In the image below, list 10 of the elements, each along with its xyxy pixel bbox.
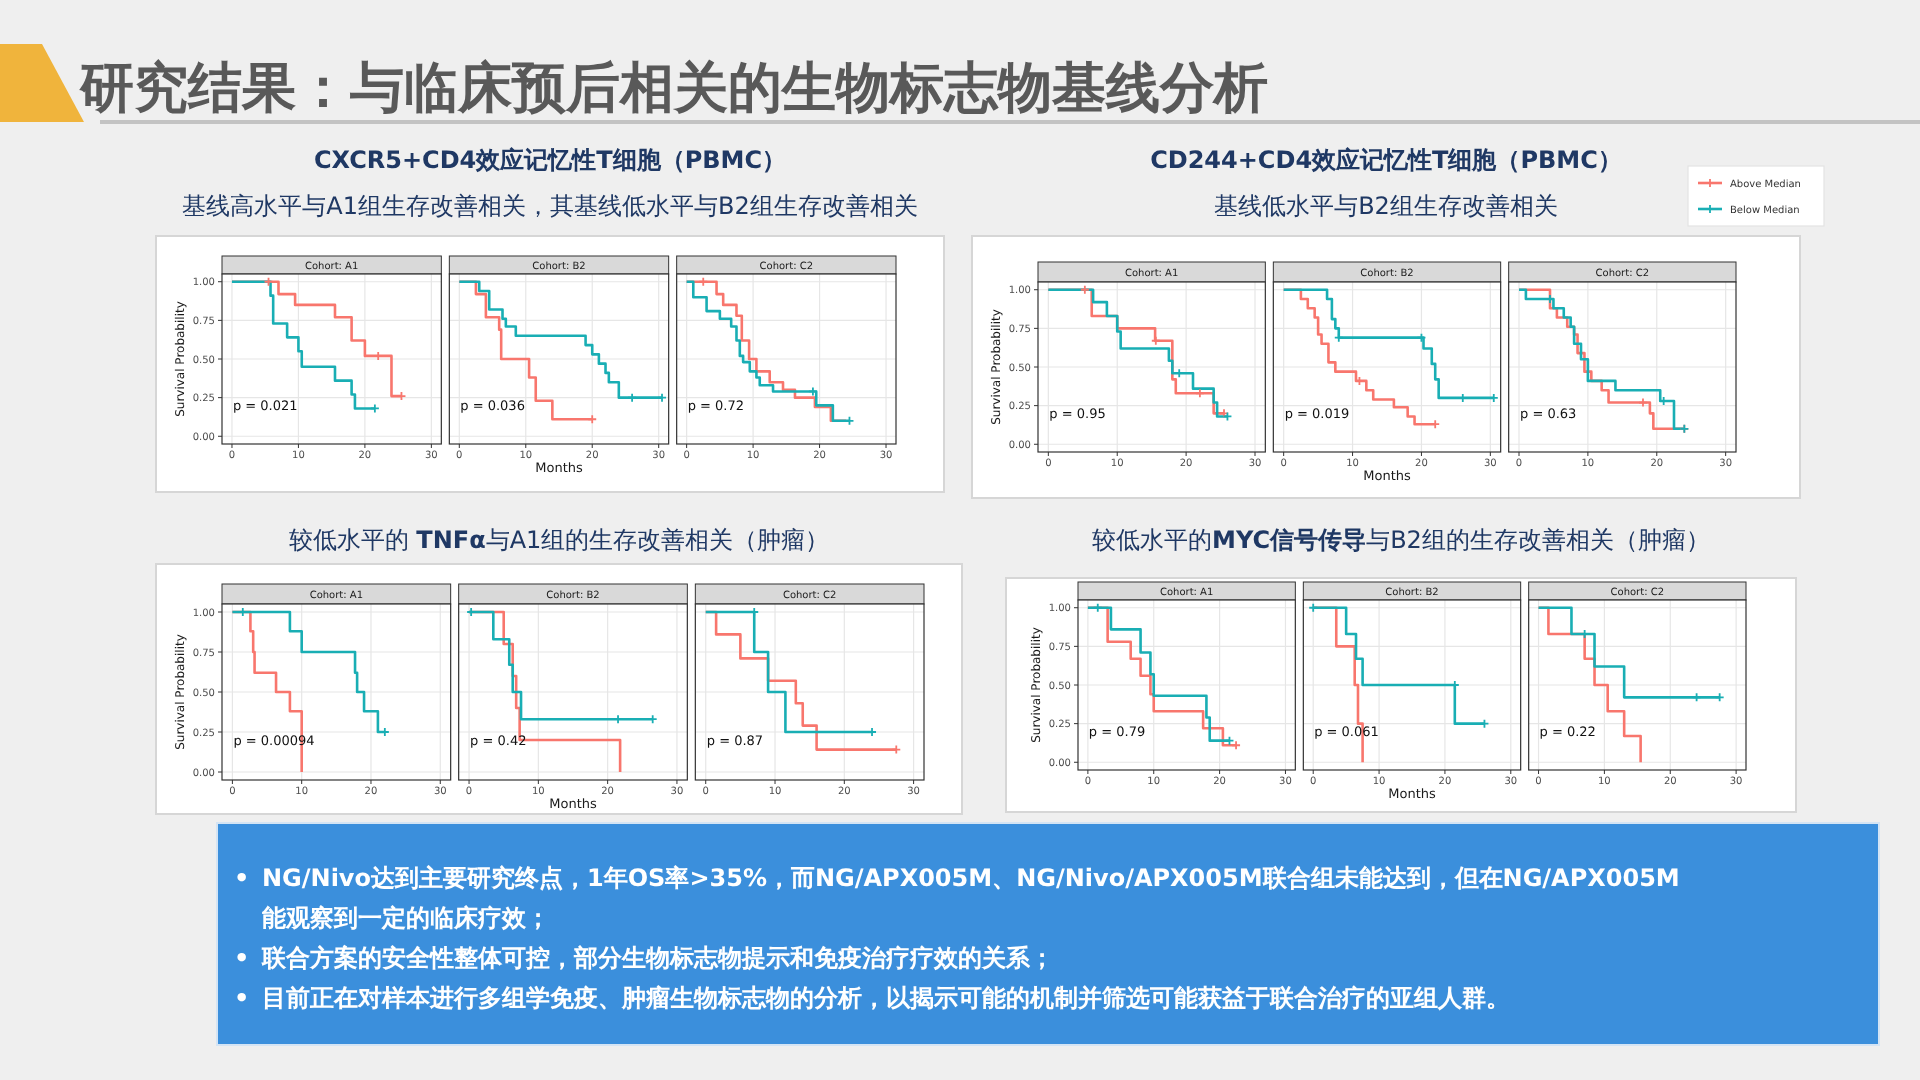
text: 较低水平的 TNFα与A1组的生存改善相关（肿瘤）	[288, 526, 830, 554]
text: • NG/Nivo达到主要研究终点，1年OS率>35%，而NG/APX005M、NG/Nivo/APX005M联合组未能达到，但在NG/APX005M能观察到一定的临床疗效；	[234, 862, 1682, 936]
text: • 联合方案的安全性整体可控，部分生物标志物提示和免疫治疗疗效的关系；	[234, 942, 1056, 976]
text: • 目前正在对样本进行多组学免疫、肿瘤生物标志物的分析，以揭示可能的机制并筛选可能获益于联合治疗的亚组人群。	[234, 982, 1512, 1016]
text: 基线低水平与B2组生存改善相关	[1214, 192, 1558, 220]
text: 基线高水平与A1组生存改善相关，其基线低水平与B2组生存改善相关	[182, 192, 918, 220]
text: CD244+CD4效应记忆性T细胞（PBMC）	[1150, 146, 1622, 174]
text: 研究结果：与临床预后相关的生物标志物基线分析	[78, 58, 1268, 120]
text: 较低水平的MYC信号传导与B2组的生存改善相关（肿瘤）	[1092, 526, 1710, 554]
text: CXCR5+CD4效应记忆性T细胞（PBMC）	[313, 146, 787, 174]
